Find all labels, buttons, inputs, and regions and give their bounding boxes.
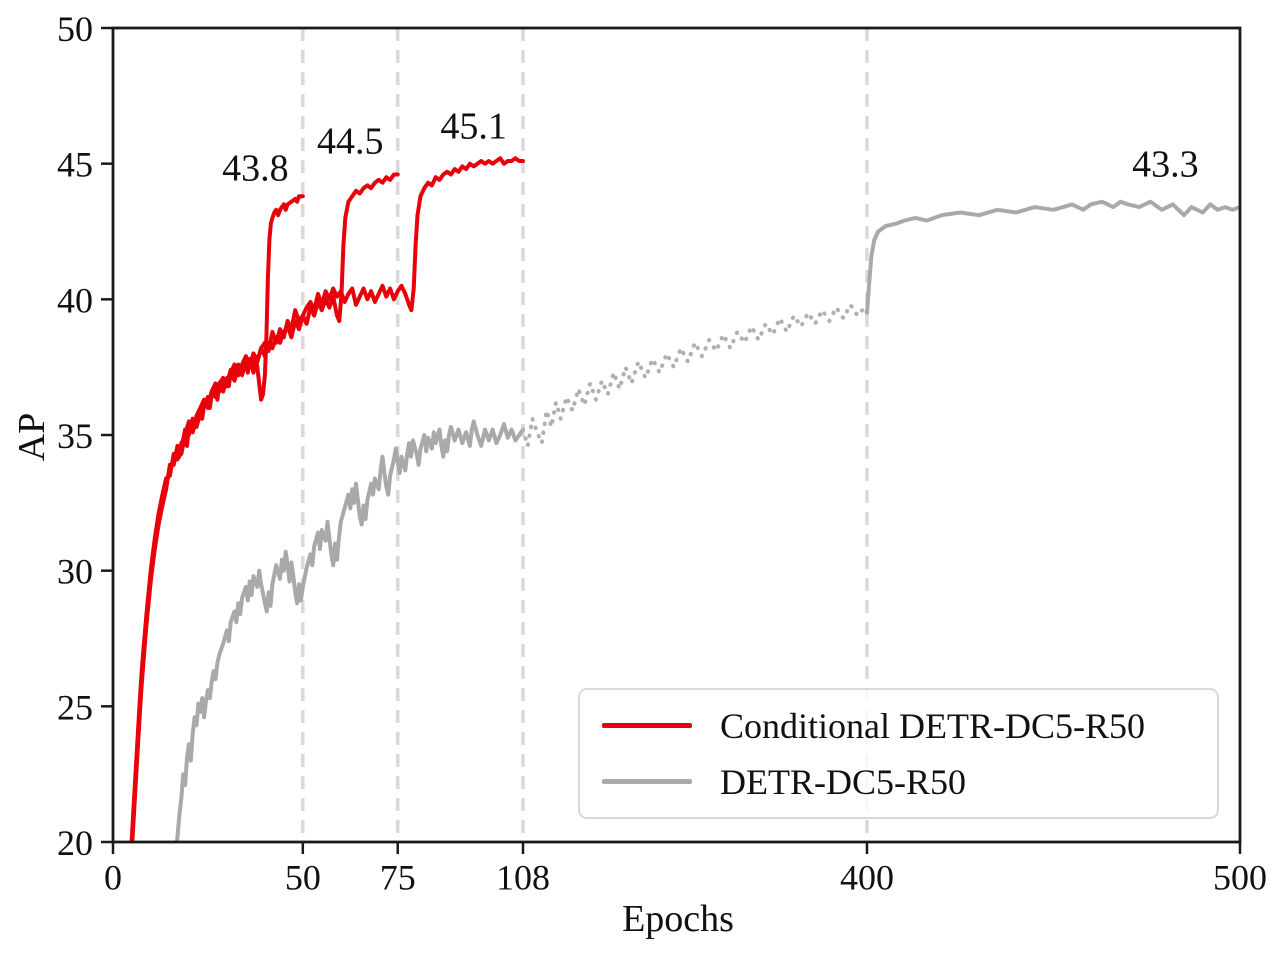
y-tick-label-25: 25: [57, 687, 93, 727]
y-tick-label-45: 45: [57, 145, 93, 185]
series-path-3: [175, 419, 525, 842]
legend-swatch-gray-line: [602, 779, 692, 784]
series-path-5: [865, 199, 1240, 315]
annotation-43.8: 43.8: [222, 148, 289, 190]
series-group: [129, 156, 1240, 842]
annotation-44.5: 44.5: [317, 121, 384, 163]
x-tick-label-0: 0: [104, 858, 122, 898]
x-tick-label-75: 75: [380, 858, 416, 898]
x-axis-title: Epochs: [622, 898, 734, 940]
y-tick-label-40: 40: [57, 280, 93, 320]
legend-label: Conditional DETR-DC5-R50: [720, 705, 1145, 746]
annotation-45.1: 45.1: [440, 106, 507, 148]
x-tick-label-50: 50: [285, 858, 321, 898]
x-tick-label-108: 108: [496, 858, 550, 898]
annotation-43.3: 43.3: [1132, 144, 1199, 186]
legend-swatch-red-line: [602, 723, 692, 728]
legend-entry-detr: DETR-DC5-R50: [602, 764, 1217, 800]
y-tick-label-30: 30: [57, 552, 93, 592]
y-tick-label-20: 20: [57, 823, 93, 863]
legend-label: DETR-DC5-R50: [720, 761, 966, 802]
legend-entry-conditional-detr: Conditional DETR-DC5-R50: [602, 708, 1217, 744]
y-axis-title: AP: [11, 412, 53, 462]
y-tick-label-35: 35: [57, 416, 93, 456]
x-tick-label-500: 500: [1213, 858, 1267, 898]
series-path-4: [521, 302, 869, 448]
series-path-2: [130, 156, 525, 842]
legend: Conditional DETR-DC5-R50 DETR-DC5-R50: [578, 688, 1219, 819]
y-tick-label-50: 50: [57, 9, 93, 49]
x-tick-label-400: 400: [840, 858, 894, 898]
